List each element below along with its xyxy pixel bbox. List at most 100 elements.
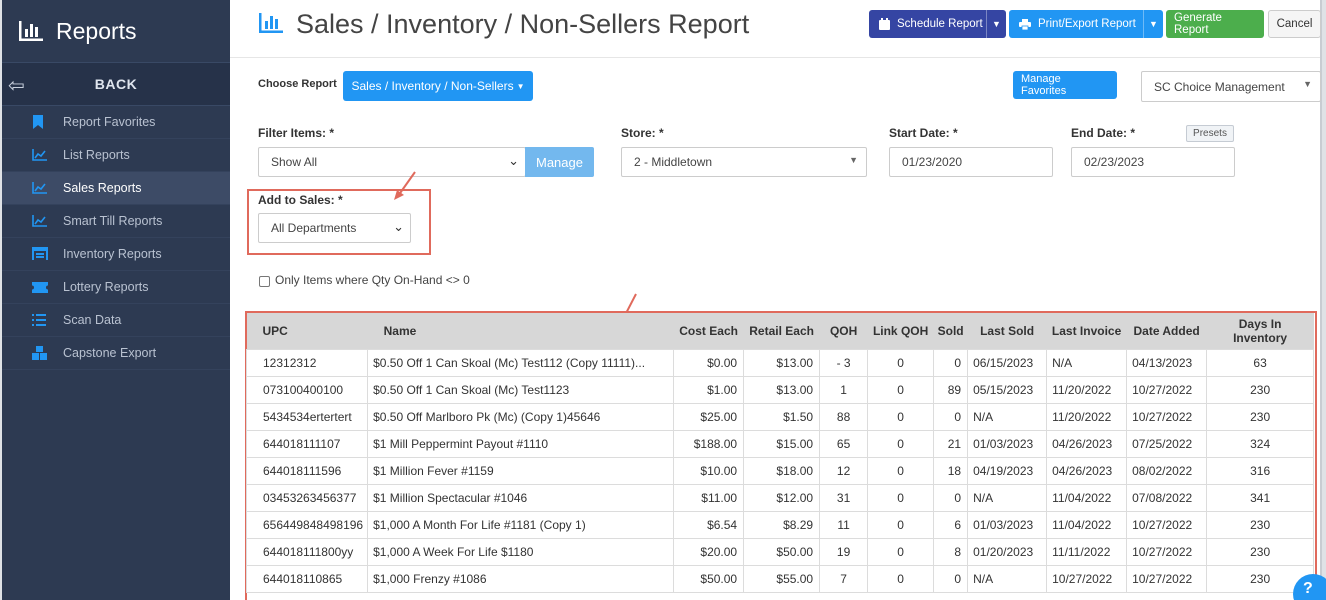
manage-button[interactable]: Manage bbox=[525, 147, 594, 177]
annotation-arrow-icon bbox=[394, 171, 416, 200]
table-cell: 11 bbox=[819, 510, 869, 539]
column-header[interactable]: Days In Inventory bbox=[1206, 313, 1314, 349]
table-cell: $50.00 bbox=[673, 564, 745, 593]
qty-onhand-checkbox[interactable] bbox=[259, 276, 270, 287]
column-header[interactable]: Link QOH bbox=[867, 313, 934, 349]
table-cell: 230 bbox=[1206, 402, 1315, 431]
column-header[interactable]: Retail Each bbox=[743, 313, 820, 349]
sidebar-item-capstone-export[interactable]: Capstone Export bbox=[2, 337, 230, 370]
table-cell: $1 Mill Peppermint Payout #1110 bbox=[367, 429, 675, 458]
table-cell: 07/25/2022 bbox=[1126, 429, 1208, 458]
table-cell: 0 bbox=[867, 564, 935, 593]
help-bubble-icon[interactable]: ? bbox=[1293, 574, 1326, 600]
sidebar-item-label: Scan Data bbox=[63, 313, 122, 327]
table-cell: 21 bbox=[933, 429, 969, 458]
column-header[interactable]: Name bbox=[367, 313, 674, 349]
sidebar-item-lottery-reports[interactable]: Lottery Reports bbox=[2, 271, 230, 304]
chart-line-icon bbox=[32, 181, 48, 195]
sidebar-item-report-favorites[interactable]: Report Favorites bbox=[2, 106, 230, 139]
table-cell: 01/03/2023 bbox=[967, 510, 1048, 539]
caret-down-icon: ▼ bbox=[1303, 79, 1312, 89]
organization-value: SC Choice Management bbox=[1154, 79, 1285, 94]
table-cell: 08/02/2022 bbox=[1126, 456, 1208, 485]
calendar-icon bbox=[879, 18, 890, 30]
table-cell: $1,000 Frenzy #1086 bbox=[367, 564, 675, 593]
caret-down-icon[interactable]: ▼ bbox=[986, 10, 1006, 38]
table-cell: 10/27/2022 bbox=[1126, 510, 1208, 539]
table-row[interactable]: 644018111596 $1 Million Fever #1159 $10.00… bbox=[246, 456, 1315, 485]
column-header[interactable]: Last Sold bbox=[967, 313, 1047, 349]
table-row[interactable]: 644018111107 $1 Mill Peppermint Payout #1… bbox=[246, 429, 1315, 458]
table-cell: 656449848498196 bbox=[246, 510, 369, 539]
table-cell: 0 bbox=[867, 510, 935, 539]
table-cell: $12.00 bbox=[743, 483, 821, 512]
table-cell: 11/20/2022 bbox=[1046, 402, 1128, 431]
schedule-report-button[interactable]: Schedule Report ▼ bbox=[869, 10, 1006, 38]
caret-down-icon: ▼ bbox=[849, 155, 858, 165]
column-header[interactable]: Sold bbox=[933, 313, 968, 349]
caret-down-icon[interactable]: ▼ bbox=[1143, 10, 1163, 38]
table-cell: 6 bbox=[933, 510, 969, 539]
table-cell: 06/15/2023 bbox=[967, 348, 1048, 377]
table-row[interactable]: 644018111800yy $1,000 A Week For Life $11… bbox=[246, 537, 1315, 566]
table-row[interactable]: 12312312 $0.50 Off 1 Can Skoal (Mc) Test1… bbox=[246, 348, 1315, 377]
column-header[interactable]: Date Added bbox=[1126, 313, 1207, 349]
choose-report-value: Sales / Inventory / Non-Sellers bbox=[351, 79, 514, 93]
sidebar-item-label: Smart Till Reports bbox=[63, 214, 163, 228]
results-table-wrapper: UPC Name Cost Each Retail Each QOH Link QOH So… bbox=[246, 313, 1318, 600]
sidebar-item-scan-data[interactable]: Scan Data bbox=[2, 304, 230, 337]
table-row[interactable]: 073100400100 $0.50 Off 1 Can Skoal (Mc) T… bbox=[246, 375, 1315, 404]
column-header[interactable]: Last Invoice bbox=[1046, 313, 1127, 349]
table-cell: 0 bbox=[933, 402, 969, 431]
table-cell: $0.50 Off Marlboro Pk (Mc) (Copy 1)45646 bbox=[367, 402, 675, 431]
table-cell: 19 bbox=[819, 537, 869, 566]
column-header[interactable]: Cost Each bbox=[673, 313, 744, 349]
table-row[interactable]: 656449848498196 $1,000 A Month For Life #… bbox=[246, 510, 1315, 539]
store-label: Store: * bbox=[621, 126, 664, 140]
table-cell: 10/27/2022 bbox=[1126, 402, 1208, 431]
table-cell: 644018111800yy bbox=[246, 537, 369, 566]
presets-button[interactable]: Presets bbox=[1186, 125, 1234, 142]
back-button[interactable]: ⇦ BACK bbox=[2, 62, 230, 106]
start-date-input[interactable]: 01/23/2020 bbox=[889, 147, 1053, 177]
ticket-icon bbox=[32, 280, 48, 294]
organization-select[interactable]: SC Choice Management ▼ bbox=[1141, 71, 1321, 102]
add-to-sales-select[interactable]: All Departments ⌄ bbox=[258, 213, 411, 243]
print-export-button[interactable]: Print/Export Report ▼ bbox=[1009, 10, 1163, 38]
table-cell: 0 bbox=[867, 429, 935, 458]
warehouse-icon bbox=[32, 247, 48, 261]
sidebar-item-smart-till-reports[interactable]: Smart Till Reports bbox=[2, 205, 230, 238]
generate-report-button[interactable]: Generate Report bbox=[1166, 10, 1264, 38]
choose-report-dropdown[interactable]: Sales / Inventory / Non-Sellers ▼ bbox=[343, 71, 533, 101]
sidebar-item-label: Report Favorites bbox=[63, 115, 156, 129]
store-select[interactable]: 2 - Middletown ▼ bbox=[621, 147, 867, 177]
table-cell: 5434534ertertert bbox=[246, 402, 369, 431]
cancel-button[interactable]: Cancel bbox=[1268, 10, 1321, 38]
table-cell: $1,000 A Month For Life #1181 (Copy 1) bbox=[367, 510, 675, 539]
table-cell: $0.50 Off 1 Can Skoal (Mc) Test1123 bbox=[367, 375, 675, 404]
table-row[interactable]: 5434534ertertert $0.50 Off Marlboro Pk (M… bbox=[246, 402, 1315, 431]
sidebar-item-list-reports[interactable]: List Reports bbox=[2, 139, 230, 172]
chevron-down-icon: ⌄ bbox=[508, 153, 519, 168]
sidebar-item-sales-reports[interactable]: Sales Reports bbox=[2, 172, 230, 205]
table-row[interactable]: 03453263456377 $1 Million Spectacular #10… bbox=[246, 483, 1315, 512]
end-date-input[interactable]: 02/23/2023 bbox=[1071, 147, 1235, 177]
table-cell: 230 bbox=[1206, 537, 1315, 566]
table-cell: 04/26/2023 bbox=[1046, 429, 1128, 458]
table-cell: $15.00 bbox=[743, 429, 821, 458]
table-row[interactable]: 644018110865 $1,000 Frenzy #1086 $50.00 $55… bbox=[246, 564, 1315, 593]
sidebar: Reports ⇦ BACK Report Favorites List Repo… bbox=[2, 0, 230, 600]
main-panel: Sales / Inventory / Non-Sellers Report S… bbox=[230, 0, 1322, 600]
table-cell: $1.00 bbox=[673, 375, 745, 404]
table-header-row: UPC Name Cost Each Retail Each QOH Link QOH So… bbox=[246, 313, 1314, 349]
table-cell: 644018111596 bbox=[246, 456, 369, 485]
table-cell: $55.00 bbox=[743, 564, 821, 593]
column-header[interactable]: UPC bbox=[246, 313, 368, 349]
sidebar-item-inventory-reports[interactable]: Inventory Reports bbox=[2, 238, 230, 271]
column-header[interactable]: QOH bbox=[819, 313, 868, 349]
manage-favorites-button[interactable]: Manage Favorites bbox=[1013, 71, 1117, 99]
table-cell: 04/26/2023 bbox=[1046, 456, 1128, 485]
table-cell: 0 bbox=[933, 564, 969, 593]
qty-onhand-label: Only Items where Qty On-Hand <> 0 bbox=[275, 273, 470, 287]
table-cell: 63 bbox=[1206, 348, 1315, 377]
